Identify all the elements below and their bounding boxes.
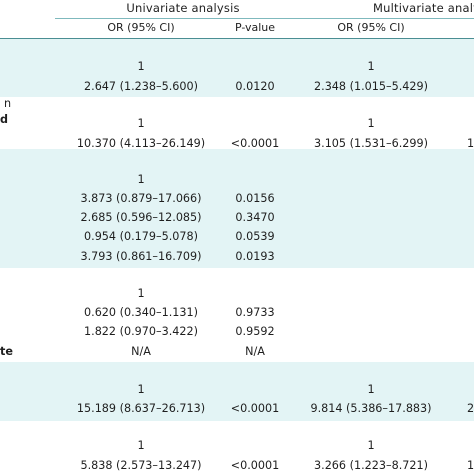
univariate-or-cell: 0.620 (0.340–1.131) [84,306,198,319]
shaded-band [0,362,474,421]
cropped-column-fragment: 2 [467,402,474,415]
univariate-header: Univariate analysis [126,1,240,15]
p-value-cell: N/A [245,345,265,358]
p-value-cell: 0.9733 [235,306,275,319]
univariate-or-cell: 1 [137,173,145,186]
univariate-or-cell: 0.954 (0.179–5.078) [84,230,198,243]
univariate-or-cell: 3.793 (0.861–16.709) [80,250,202,263]
multivariate-or-cell: 1 [367,60,375,73]
univariate-or-cell: 15.189 (8.637–26.713) [76,402,206,415]
univariate-or-cell: 3.873 (0.879–17.066) [80,192,202,205]
shaded-band [0,149,474,268]
univariate-or-cell: 2.685 (0.596–12.085) [80,211,202,224]
row-label-fragment: n [4,97,12,110]
cropped-column-fragment: 1 [467,137,474,150]
p-value-cell: <0.0001 [230,459,280,472]
shaded-band [0,38,474,97]
p-value-cell: 0.9592 [235,325,275,338]
p-value-cell: 0.0193 [235,250,275,263]
or-ci-header: OR (95% CI) [107,21,175,34]
univariate-or-cell: 2.647 (1.238–5.600) [84,80,198,93]
multivariate-or-cell: 3.266 (1.223–8.721) [314,459,428,472]
multivariate-or-cell: 1 [367,383,375,396]
univariate-or-cell: 1 [137,439,145,452]
p-value-cell: 0.0539 [235,230,275,243]
univariate-or-cell: 1 [137,287,145,300]
univariate-or-cell: N/A [131,345,151,358]
univariate-or-cell: 5.838 (2.573–13.247) [80,459,202,472]
multivariate-or-cell: 3.105 (1.531–6.299) [314,137,428,150]
mv-or-ci-header: OR (95% CI) [337,21,405,34]
multivariate-or-cell: 9.814 (5.386–17.883) [310,402,432,415]
row-label-fragment: te [0,345,13,358]
header-rule [55,18,474,19]
univariate-or-cell: 1 [137,117,145,130]
p-value-cell: 0.3470 [235,211,275,224]
p-value-header: P-value [234,21,276,34]
p-value-cell: <0.0001 [230,402,280,415]
header-bottom-rule [0,38,474,39]
multivariate-or-cell: 1 [367,117,375,130]
p-value-cell: 0.0156 [235,192,275,205]
multivariate-header: Multivariate analy [373,1,474,15]
row-label-fragment: d [0,113,9,126]
multivariate-or-cell: 2.348 (1.015–5.429) [314,80,428,93]
univariate-or-cell: 10.370 (4.113–26.149) [76,137,206,150]
cropped-column-fragment: 1 [467,459,474,472]
univariate-or-cell: 1 [137,383,145,396]
p-value-cell: <0.0001 [230,137,280,150]
univariate-or-cell: 1 [137,60,145,73]
p-value-cell: 0.0120 [235,80,275,93]
multivariate-or-cell: 1 [367,439,375,452]
univariate-or-cell: 1.822 (0.970–3.422) [84,325,198,338]
